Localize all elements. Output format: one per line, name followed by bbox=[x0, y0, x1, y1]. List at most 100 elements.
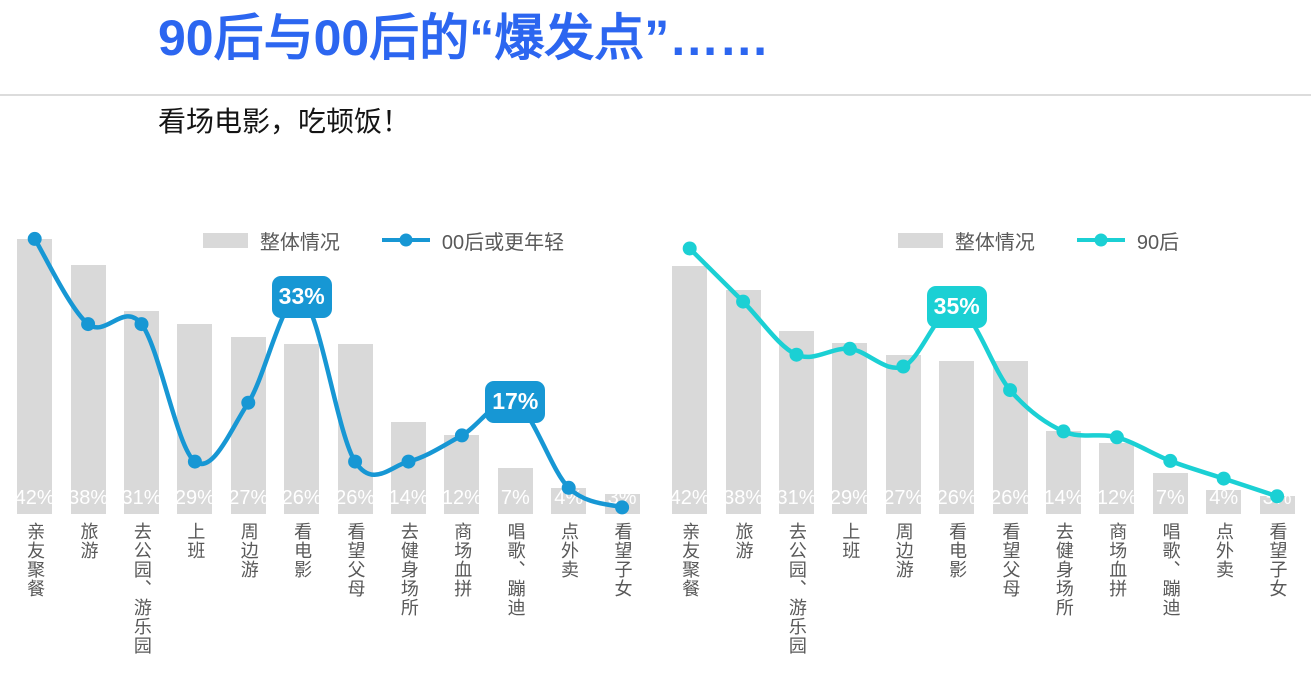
category-label: 旅游 bbox=[78, 522, 99, 560]
category-label: 唱歌、蹦迪 bbox=[505, 522, 526, 617]
plot-area: 42% 38% 31% 29% 27% 26% 26% 14% 12% 7% 4% 3% 33% 17% bbox=[8, 218, 649, 515]
x-axis-label-column: 看电影 bbox=[930, 522, 983, 655]
bar bbox=[939, 360, 975, 514]
bar-value-label: 42% bbox=[669, 487, 710, 509]
category-label: 去健身场所 bbox=[1053, 522, 1074, 617]
data-point-dot bbox=[1216, 471, 1231, 486]
x-axis-label-column: 去公园、游乐园 bbox=[115, 522, 168, 655]
line-series-layer bbox=[682, 241, 1285, 504]
category-label: 旅游 bbox=[733, 522, 754, 560]
data-point-dot bbox=[134, 317, 149, 332]
bar-value-label: 38% bbox=[723, 487, 764, 509]
x-axis-label-column: 上班 bbox=[168, 522, 221, 655]
chart-00hou: 整体情况 00后或更年轻 42% 38% 31% 29% 27% 26% 26% 14% 12% 7%… bbox=[8, 218, 649, 683]
bar-value-label: 29% bbox=[829, 487, 870, 509]
data-point-dot bbox=[401, 454, 416, 469]
category-label: 看望父母 bbox=[1000, 522, 1021, 598]
x-axis-label-column: 点外卖 bbox=[1197, 522, 1250, 655]
data-point-dot bbox=[1056, 424, 1071, 439]
x-axis-label-column: 点外卖 bbox=[542, 522, 595, 655]
bar bbox=[725, 289, 761, 514]
bar bbox=[1152, 472, 1188, 514]
callout-badge: 35% bbox=[926, 285, 987, 328]
category-label: 商场血拼 bbox=[452, 522, 473, 598]
data-point-dot bbox=[187, 454, 202, 469]
x-axis-label-column: 看望子女 bbox=[1250, 522, 1303, 655]
data-point-dot bbox=[241, 395, 256, 410]
category-label: 去公园、游乐园 bbox=[786, 522, 807, 655]
data-point-dot bbox=[561, 480, 576, 495]
plot-area: 42%38%31%29%27%26%26%14%12%7%4%3%35% bbox=[663, 218, 1304, 514]
bar-value-label: 14% bbox=[1043, 487, 1084, 509]
bar bbox=[70, 265, 106, 514]
data-point-dot bbox=[842, 341, 857, 356]
data-point-dot bbox=[896, 359, 911, 374]
bar-value-label: 31% bbox=[776, 487, 817, 509]
line-series-layer bbox=[27, 231, 630, 515]
x-axis-label-column: 去健身场所 bbox=[382, 522, 435, 655]
data-point-dot bbox=[81, 317, 96, 332]
bar-value-label: 7% bbox=[500, 487, 530, 509]
bar bbox=[17, 238, 53, 514]
x-axis-label-column: 去健身场所 bbox=[1037, 522, 1090, 655]
category-label: 看望父母 bbox=[345, 522, 366, 598]
legend-label: 整体情况 bbox=[259, 231, 340, 254]
bar-value-label: 27% bbox=[883, 487, 924, 509]
x-axis-label-column: 上班 bbox=[823, 522, 876, 655]
bar bbox=[444, 435, 480, 514]
x-axis-label-column: 亲友聚餐 bbox=[663, 522, 716, 655]
legend-line-dot bbox=[1094, 233, 1108, 247]
page-title: 90后与00后的“爆发点”…… bbox=[158, 10, 770, 66]
data-point-dot bbox=[789, 347, 804, 362]
x-axis-label-column: 去公园、游乐园 bbox=[770, 522, 823, 655]
category-label: 看电影 bbox=[947, 522, 968, 579]
data-point-dot bbox=[736, 294, 751, 309]
series-line bbox=[687, 246, 1280, 499]
category-label: 上班 bbox=[185, 522, 206, 560]
category-label: 周边游 bbox=[893, 522, 914, 579]
data-point-dot bbox=[1109, 430, 1124, 445]
title-divider bbox=[0, 94, 1311, 96]
bar-value-label: 12% bbox=[441, 487, 482, 509]
x-axis-label-column: 旅游 bbox=[61, 522, 114, 655]
bar-value-label: 42% bbox=[14, 487, 55, 509]
x-axis-label-column: 周边游 bbox=[222, 522, 275, 655]
category-label: 看电影 bbox=[292, 522, 313, 579]
category-label: 上班 bbox=[840, 522, 861, 560]
bar bbox=[177, 324, 213, 514]
category-label: 亲友聚餐 bbox=[25, 522, 46, 598]
bar-value-label: 26% bbox=[990, 487, 1031, 509]
bar-value-label: 26% bbox=[281, 487, 322, 509]
category-label: 看望子女 bbox=[612, 522, 633, 598]
bar-value-label: 26% bbox=[936, 487, 977, 509]
category-label: 亲友聚餐 bbox=[680, 522, 701, 598]
data-point-dot bbox=[1003, 383, 1018, 398]
legend-label: 整体情况 bbox=[954, 231, 1035, 254]
x-axis-label-column: 看电影 bbox=[275, 522, 328, 655]
x-axis-labels: 亲友聚餐 旅游 去公园、游乐园 上班 周边游 看电影 看望父母 去健身场所 商场血拼 唱歌、蹦迪 点… bbox=[8, 522, 649, 655]
data-point-dot bbox=[348, 454, 363, 469]
x-axis-labels: 亲友聚餐 旅游 去公园、游乐园 上班 周边游 看电影 看望父母 去健身场所 商场血拼 唱歌、蹦迪 点… bbox=[663, 522, 1304, 655]
x-axis-label-column: 周边游 bbox=[877, 522, 930, 655]
data-point-dot bbox=[615, 500, 630, 515]
bar-value-label: 14% bbox=[388, 487, 429, 509]
x-axis-label-column: 商场血拼 bbox=[1090, 522, 1143, 655]
data-point-dot bbox=[27, 231, 42, 246]
bar bbox=[1259, 496, 1295, 514]
legend-line-swatch bbox=[1076, 233, 1125, 247]
data-point-dot bbox=[454, 428, 469, 443]
bar bbox=[284, 343, 320, 514]
bar bbox=[885, 354, 921, 514]
x-axis-label-column: 唱歌、蹦迪 bbox=[1144, 522, 1197, 655]
bar-value-label: 7% bbox=[1155, 487, 1185, 509]
bar-value-label: 4% bbox=[1209, 487, 1239, 509]
data-point-dot bbox=[1163, 453, 1178, 468]
bar bbox=[832, 342, 868, 514]
x-axis-label-column: 看望子女 bbox=[595, 522, 648, 655]
callout-badge: 33% bbox=[271, 275, 332, 318]
x-axis-label-column: 看望父母 bbox=[983, 522, 1036, 655]
bar-value-label: 26% bbox=[335, 487, 376, 509]
bar bbox=[672, 266, 708, 514]
legend-bar-swatch bbox=[897, 232, 943, 248]
x-axis-label-column: 商场血拼 bbox=[435, 522, 488, 655]
